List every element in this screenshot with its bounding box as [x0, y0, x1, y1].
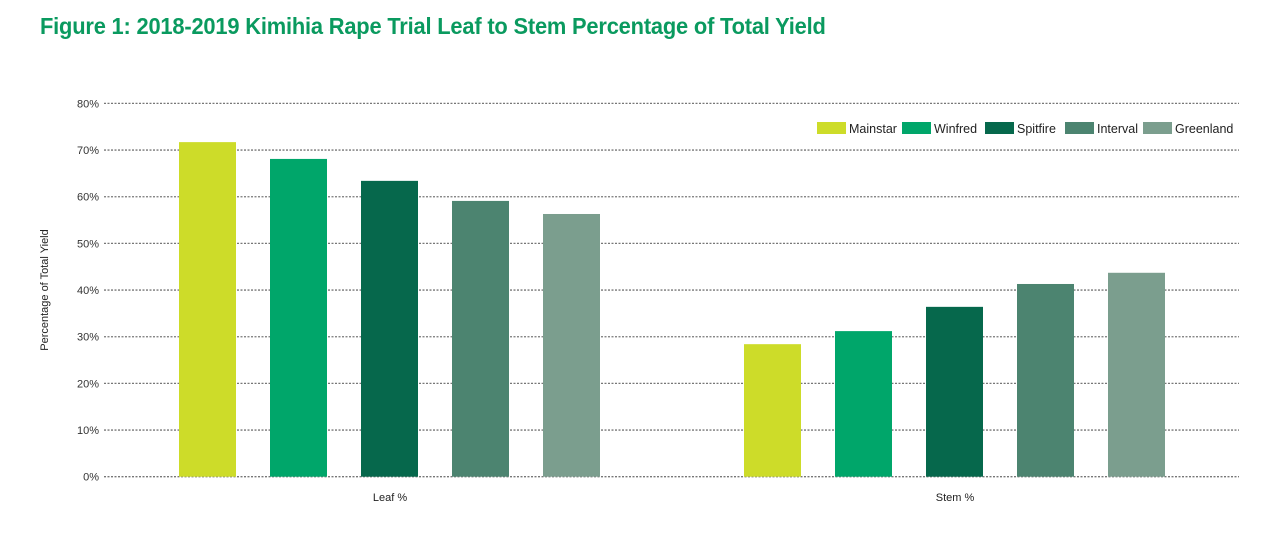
y-tick-label: 70% — [77, 145, 99, 157]
x-category-label: Stem % — [936, 492, 975, 504]
legend-label: Winfred — [934, 122, 977, 136]
bars: Leaf % Stem % — [179, 142, 1165, 504]
y-tick-label: 10% — [77, 425, 99, 437]
y-axis-label: Percentage of Total Yield — [39, 229, 51, 351]
legend-swatch — [1065, 122, 1094, 134]
bar-interval-leaf — [452, 200, 509, 477]
bar-interval-stem — [1017, 283, 1074, 477]
legend-label: Greenland — [1175, 122, 1233, 136]
y-tick-label: 60% — [77, 192, 99, 204]
bar-mainstar-stem — [744, 344, 801, 477]
bar-spitfire-leaf — [361, 180, 418, 477]
legend-label: Interval — [1097, 122, 1138, 136]
legend-swatch — [817, 122, 846, 134]
bar-winfred-stem — [835, 331, 892, 477]
bar-spitfire-stem — [926, 306, 983, 477]
legend-swatch — [985, 122, 1014, 134]
y-tick-label: 20% — [77, 378, 99, 390]
y-tick-label: 40% — [77, 285, 99, 297]
y-tick-label: 0% — [83, 472, 99, 484]
y-tick-label: 50% — [77, 238, 99, 250]
legend-label: Mainstar — [849, 122, 897, 136]
legend-label: Spitfire — [1017, 122, 1056, 136]
y-tick-label: 80% — [77, 98, 99, 110]
legend-swatch — [902, 122, 931, 134]
chart-title: Figure 1: 2018-2019 Kimihia Rape Trial L… — [40, 13, 826, 39]
bar-greenland-stem — [1108, 272, 1165, 477]
x-category-label: Leaf % — [373, 492, 407, 504]
bar-greenland-leaf — [543, 213, 600, 477]
bar-mainstar-leaf — [179, 142, 236, 477]
y-tick-label: 30% — [77, 332, 99, 344]
bar-winfred-leaf — [270, 158, 327, 477]
legend-swatch — [1143, 122, 1172, 134]
legend: Mainstar Winfred Spitfire Interval Greenland — [817, 122, 1233, 136]
